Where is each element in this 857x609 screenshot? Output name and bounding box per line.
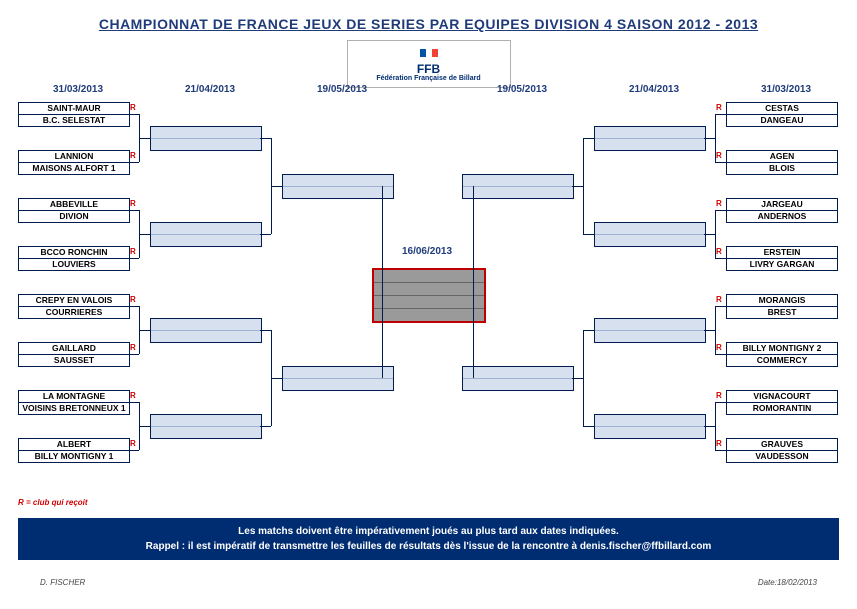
r2-slot-left-0 bbox=[150, 126, 262, 151]
team-a: MORANGIS bbox=[727, 295, 837, 306]
team-a: ABBEVILLE bbox=[19, 199, 129, 210]
round-date-r3: 19/05/2013 bbox=[462, 84, 582, 95]
notice-line-1: Les matchs doivent être impérativement j… bbox=[22, 524, 835, 539]
final-slot bbox=[372, 268, 486, 323]
round-date-r2: 21/04/2013 bbox=[594, 84, 714, 95]
team-a: GRAUVES bbox=[727, 439, 837, 450]
r1-match-right-6: VIGNACOURTROMORANTIN bbox=[726, 390, 838, 415]
r1-match-right-3: ERSTEINLIVRY GARGAN bbox=[726, 246, 838, 271]
team-b: DANGEAU bbox=[727, 114, 837, 126]
round-date-l3: 19/05/2013 bbox=[282, 84, 402, 95]
host-marker: R bbox=[716, 439, 722, 448]
ffb-logo: FFBFédération Française de Billard bbox=[347, 40, 511, 88]
r1-match-left-3: BCCO RONCHINLOUVIERS bbox=[18, 246, 130, 271]
r2-slot-left-2 bbox=[150, 318, 262, 343]
team-b: BREST bbox=[727, 306, 837, 318]
team-a: ALBERT bbox=[19, 439, 129, 450]
team-a: VIGNACOURT bbox=[727, 391, 837, 402]
r1-match-right-5: BILLY MONTIGNY 2COMMERCY bbox=[726, 342, 838, 367]
host-marker: R bbox=[716, 391, 722, 400]
r1-match-left-7: ALBERTBILLY MONTIGNY 1 bbox=[18, 438, 130, 463]
team-b: LIVRY GARGAN bbox=[727, 258, 837, 270]
host-marker: R bbox=[716, 103, 722, 112]
r1-match-left-5: GAILLARDSAUSSET bbox=[18, 342, 130, 367]
r3-slot-right-0 bbox=[462, 174, 574, 199]
r2-slot-left-1 bbox=[150, 222, 262, 247]
team-a: BILLY MONTIGNY 2 bbox=[727, 343, 837, 354]
team-a: JARGEAU bbox=[727, 199, 837, 210]
r2-slot-left-3 bbox=[150, 414, 262, 439]
r1-match-left-4: CREPY EN VALOISCOURRIERES bbox=[18, 294, 130, 319]
footer-date: Date:18/02/2013 bbox=[758, 578, 817, 587]
r1-match-right-4: MORANGISBREST bbox=[726, 294, 838, 319]
team-a: ERSTEIN bbox=[727, 247, 837, 258]
logo-subtitle: Fédération Française de Billard bbox=[354, 75, 504, 83]
r1-match-right-0: CESTASDANGEAU bbox=[726, 102, 838, 127]
round-date-l2: 21/04/2013 bbox=[150, 84, 270, 95]
team-b: COURRIERES bbox=[19, 306, 129, 318]
r1-match-right-2: JARGEAUANDERNOS bbox=[726, 198, 838, 223]
team-a: SAINT-MAUR bbox=[19, 103, 129, 114]
r3-slot-left-0 bbox=[282, 174, 394, 199]
final-date: 16/06/2013 bbox=[367, 246, 487, 257]
round-date-l1: 31/03/2013 bbox=[18, 84, 138, 95]
team-a: CREPY EN VALOIS bbox=[19, 295, 129, 306]
r2-slot-right-0 bbox=[594, 126, 706, 151]
r1-match-left-1: LANNIONMAISONS ALFORT 1 bbox=[18, 150, 130, 175]
host-marker: R bbox=[130, 343, 136, 352]
r1-match-right-7: GRAUVESVAUDESSON bbox=[726, 438, 838, 463]
team-b: VOISINS BRETONNEUX 1 bbox=[19, 402, 129, 414]
team-a: AGEN bbox=[727, 151, 837, 162]
team-b: VAUDESSON bbox=[727, 450, 837, 462]
notice-banner: Les matchs doivent être impérativement j… bbox=[18, 518, 839, 560]
r1-match-right-1: AGENBLOIS bbox=[726, 150, 838, 175]
r1-match-left-2: ABBEVILLEDIVION bbox=[18, 198, 130, 223]
host-marker: R bbox=[716, 247, 722, 256]
team-a: BCCO RONCHIN bbox=[19, 247, 129, 258]
host-marker: R bbox=[130, 247, 136, 256]
team-b: BLOIS bbox=[727, 162, 837, 174]
host-marker: R bbox=[716, 295, 722, 304]
r3-slot-left-1 bbox=[282, 366, 394, 391]
host-marker: R bbox=[716, 343, 722, 352]
r3-slot-right-1 bbox=[462, 366, 574, 391]
flag-icon bbox=[420, 49, 438, 57]
r2-slot-right-3 bbox=[594, 414, 706, 439]
r2-slot-right-2 bbox=[594, 318, 706, 343]
team-a: CESTAS bbox=[727, 103, 837, 114]
host-marker: R bbox=[716, 199, 722, 208]
r1-match-left-0: SAINT-MAURB.C. SELESTAT bbox=[18, 102, 130, 127]
r1-match-left-6: LA MONTAGNEVOISINS BRETONNEUX 1 bbox=[18, 390, 130, 415]
team-b: SAUSSET bbox=[19, 354, 129, 366]
host-marker: R bbox=[716, 151, 722, 160]
team-b: ANDERNOS bbox=[727, 210, 837, 222]
round-date-r1: 31/03/2013 bbox=[726, 84, 846, 95]
team-a: LANNION bbox=[19, 151, 129, 162]
team-b: MAISONS ALFORT 1 bbox=[19, 162, 129, 174]
team-b: DIVION bbox=[19, 210, 129, 222]
team-b: LOUVIERS bbox=[19, 258, 129, 270]
logo-text: FFB bbox=[354, 63, 504, 75]
host-marker: R bbox=[130, 103, 136, 112]
team-b: BILLY MONTIGNY 1 bbox=[19, 450, 129, 462]
host-marker: R bbox=[130, 391, 136, 400]
footer-author: D. FISCHER bbox=[40, 578, 85, 587]
host-marker: R bbox=[130, 151, 136, 160]
team-b: ROMORANTIN bbox=[727, 402, 837, 414]
team-a: LA MONTAGNE bbox=[19, 391, 129, 402]
team-b: COMMERCY bbox=[727, 354, 837, 366]
page-title: CHAMPIONNAT DE FRANCE JEUX DE SERIES PAR… bbox=[0, 16, 857, 32]
team-b: B.C. SELESTAT bbox=[19, 114, 129, 126]
host-marker: R bbox=[130, 295, 136, 304]
host-marker: R bbox=[130, 199, 136, 208]
team-a: GAILLARD bbox=[19, 343, 129, 354]
legend-host: R = club qui reçoit bbox=[18, 498, 88, 507]
notice-line-2: Rappel : il est impératif de transmettre… bbox=[22, 539, 835, 554]
host-marker: R bbox=[130, 439, 136, 448]
r2-slot-right-1 bbox=[594, 222, 706, 247]
